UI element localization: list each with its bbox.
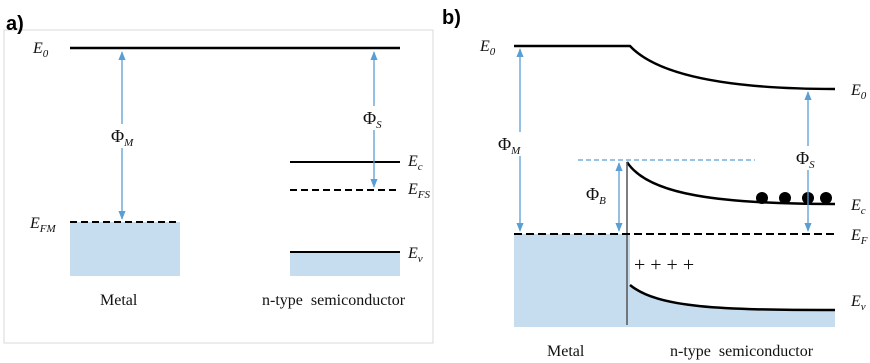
valence-fill-a <box>290 252 400 276</box>
metal-caption-b: Metal <box>547 343 585 360</box>
metal-fill-b <box>514 234 630 327</box>
phi-s-label-b: ΦS <box>796 148 815 171</box>
phi-s-label-a: ΦS <box>363 108 382 131</box>
phi-b-label: ΦB <box>586 184 606 207</box>
panel-a: a) E0 EFM ΦM Ec EFS Ev ΦS Metal n-type s… <box>3 13 434 344</box>
phi-s-bg-a <box>362 106 394 130</box>
efm-label: EFM <box>29 215 57 235</box>
ev-label-b: Ev <box>850 293 866 313</box>
panel-a-frame <box>3 29 434 344</box>
ev-label-a: Ev <box>407 245 423 265</box>
conduction-band-b <box>625 161 836 206</box>
valence-band-b <box>629 284 836 312</box>
efs-label: EFS <box>407 181 431 201</box>
metal-fill-a <box>70 222 180 276</box>
e0-right-label-b: E0 <box>850 82 867 102</box>
vacuum-level-b <box>514 44 836 91</box>
positive-charges: + + + + <box>634 254 694 276</box>
metal-caption-a: Metal <box>100 292 138 309</box>
semi-caption-b: n-type semiconductor <box>670 343 814 360</box>
panel-b: b) E0 E0 EF Ec Ev + + + + <box>442 7 868 360</box>
ec-label-b: Ec <box>850 197 866 217</box>
phi-m-label-a: ΦM <box>111 126 134 149</box>
phi-m-bg-b <box>497 132 547 156</box>
semi-fill-b <box>630 234 835 327</box>
ef-label-b: EF <box>850 227 868 247</box>
panel-b-label: b) <box>442 7 461 29</box>
panel-a-label: a) <box>6 13 24 35</box>
phi-m-label-b: ΦM <box>498 134 521 157</box>
e0-left-label-b: E0 <box>479 38 496 58</box>
semi-caption-a: n-type semiconductor <box>262 292 406 309</box>
phi-s-bg-b <box>794 146 828 170</box>
e0-label-a: E0 <box>32 40 49 60</box>
electron-dot <box>756 192 768 204</box>
ec-label-a: Ec <box>407 153 423 173</box>
phi-m-bg-a <box>110 124 144 148</box>
electron-dot <box>779 192 791 204</box>
electron-dot <box>820 192 832 204</box>
